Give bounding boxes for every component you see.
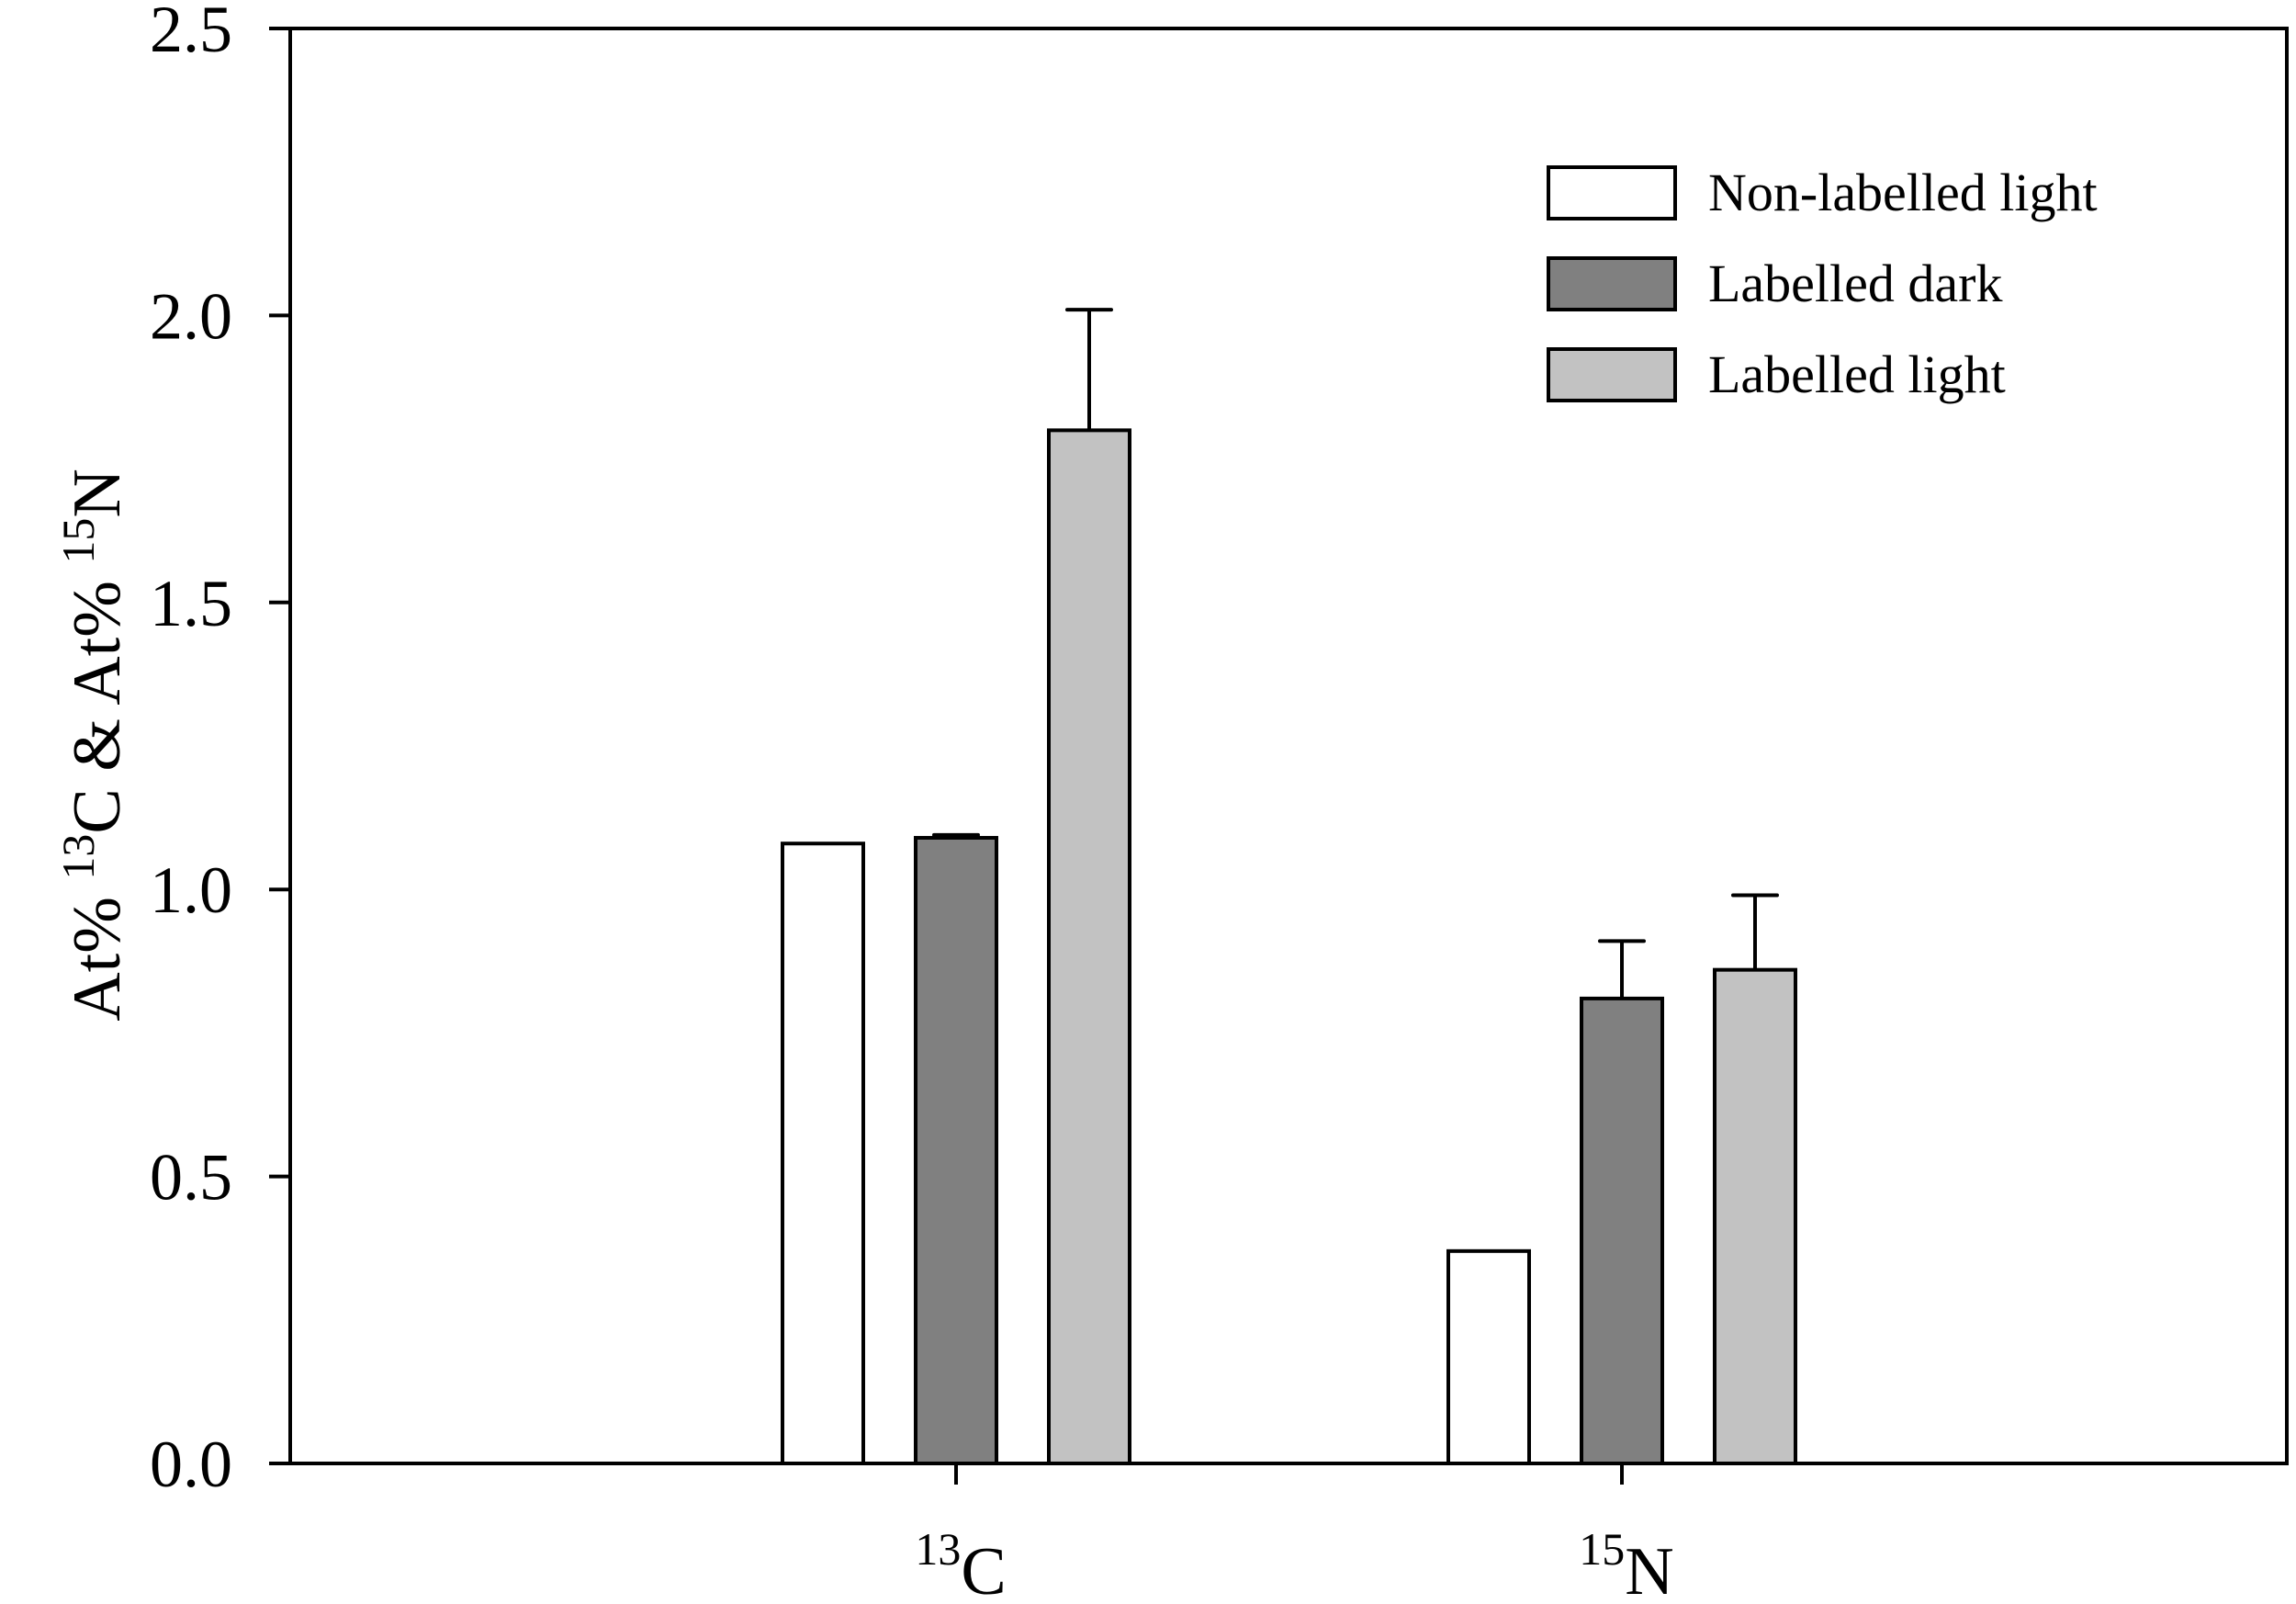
legend: Non-labelled light Labelled dark Labelled … <box>1547 163 2098 404</box>
x-category-label: 13C <box>915 1523 1006 1604</box>
isotope-mass-number: 15 <box>1579 1523 1625 1575</box>
y-tick-label: 0.5 <box>150 1141 232 1214</box>
y-tick-label: 2.5 <box>150 0 232 66</box>
y-tick-label: 2.0 <box>150 279 232 353</box>
bar-non-labelled-light-0 <box>781 842 865 1465</box>
y-title-text: At% <box>60 880 135 1022</box>
x-axis: 13C 15N <box>915 1463 1674 1604</box>
legend-label: Non-labelled light <box>1708 163 2098 222</box>
y-title-superscript: 15 <box>52 518 104 564</box>
y-title-text: N <box>60 469 135 517</box>
y-tick-label: 0.0 <box>150 1428 232 1501</box>
legend-label: Labelled dark <box>1708 254 2002 313</box>
legend-swatch <box>1547 165 1677 220</box>
y-title-superscript: 13 <box>52 834 104 880</box>
y-axis: 0.0 0.5 1.0 1.5 2.0 2.5 <box>150 0 290 1501</box>
plot-border <box>288 27 2289 1465</box>
bar-labelled-light-0 <box>1047 428 1131 1465</box>
isotope-mass-number: 13 <box>915 1523 961 1575</box>
legend-swatch <box>1547 256 1677 311</box>
isotope-symbol: C <box>961 1534 1006 1604</box>
bar-labelled-dark-1 <box>1580 996 1664 1465</box>
y-title-text: C & At% <box>60 564 135 834</box>
bar-non-labelled-light-1 <box>1446 1248 1531 1465</box>
legend-swatch <box>1547 347 1677 402</box>
y-axis-title: At% 13C & At% 15N <box>52 469 135 1022</box>
bars <box>781 308 1797 1465</box>
y-tick-label: 1.0 <box>150 853 232 927</box>
bar-labelled-light-1 <box>1713 967 1797 1465</box>
y-tick-label: 1.5 <box>150 567 232 640</box>
plot-frame <box>288 27 2289 1465</box>
legend-label: Labelled light <box>1708 345 2006 404</box>
bar-labelled-dark-0 <box>914 835 998 1465</box>
isotope-symbol: N <box>1625 1534 1673 1604</box>
x-category-label: 15N <box>1579 1523 1673 1604</box>
